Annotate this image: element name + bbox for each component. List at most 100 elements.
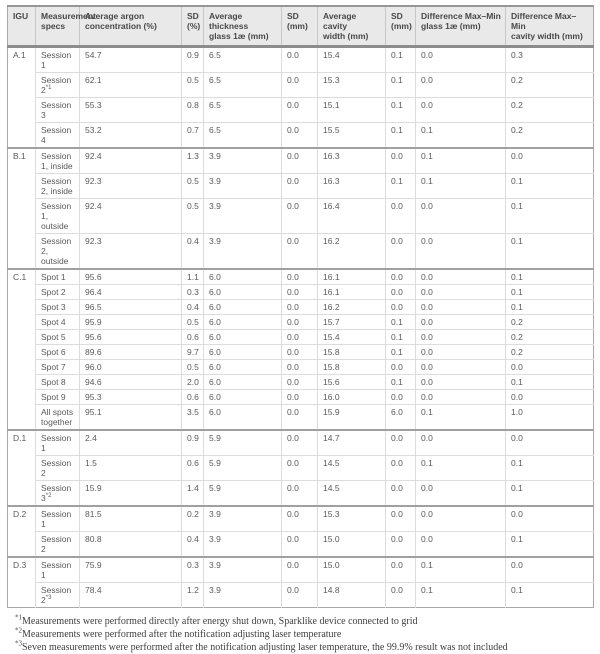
value-cell: 0.0 <box>415 344 506 360</box>
value-cell: 14.5 <box>317 455 386 481</box>
measurement-spec-cell: Spot 4 <box>35 314 80 330</box>
value-cell: 6.5 <box>203 46 282 73</box>
table-row: A.1 Session 1 54.7 0.9 6.5 0.0 15.4 0.1 0.0 0.3 <box>7 46 594 148</box>
footnote-text: Measurements were performed after the no… <box>22 629 342 640</box>
table-row: Session 3 55.3 0.8 6.5 0.0 15.1 0.1 0.0 0.2 <box>7 97 594 123</box>
column-header: Average thickness glass 1æ (mm) <box>203 6 282 48</box>
value-cell: 0.0 <box>385 359 416 375</box>
value-cell: 0.1 <box>385 374 416 390</box>
column-header: SD (mm) <box>281 6 318 48</box>
value-cell: 0.1 <box>511 534 523 544</box>
value-cell: 3.9 <box>203 148 282 174</box>
value-cell: 0.1 <box>511 302 523 312</box>
value-cell: 1.4 <box>181 480 204 506</box>
measurement-spec-label: Session 1, inside <box>41 151 73 171</box>
header-row: IGU Measurement specs Average argon concen… <box>7 6 594 48</box>
value-cell: 0.0 <box>415 46 506 73</box>
value-cell: 0.7 <box>181 122 204 148</box>
measurement-spec-label: Session 1 <box>41 509 72 529</box>
value-cell: 15.8 <box>317 344 386 360</box>
value-cell: 95.3 <box>79 389 182 405</box>
value-cell: 0.0 <box>281 557 318 583</box>
footnote-marker: *3 <box>45 595 52 602</box>
value-cell: 0.0 <box>385 148 416 174</box>
measurement-spec-cell: Spot 1 <box>35 269 80 285</box>
measurement-spec-label: Session 1, outside <box>41 201 72 231</box>
table-row: All spots together 95.1 3.5 6.0 0.0 15.9 6.0 0.… <box>7 404 594 430</box>
value-cell: 0.2 <box>511 347 523 357</box>
footnote-marker: *1 <box>15 613 22 622</box>
value-cell: 15.0 <box>317 531 386 557</box>
footnotes: *1Measurements were performed directly a… <box>7 608 593 654</box>
value-cell: 9.7 <box>181 344 204 360</box>
column-header: IGU <box>7 6 36 48</box>
measurement-spec-label: Session 3 <box>41 100 72 120</box>
value-cell: 6.0 <box>203 329 282 345</box>
value-cell: 92.3 <box>79 233 182 269</box>
value-cell: 6.0 <box>203 404 282 430</box>
measurement-spec-label: Session 1 <box>41 50 72 70</box>
table-row: B.1 Session 1, inside 92.4 1.3 3.9 0.0 16.3 0.0… <box>7 148 594 269</box>
value-cell: 0.1 <box>511 458 523 468</box>
measurement-spec-cell: Spot 3 <box>35 299 80 315</box>
value-cell: 0.0 <box>281 329 318 345</box>
value-cell: 0.0 <box>415 480 506 506</box>
footnote-line: *3Seven measurements were performed afte… <box>15 640 585 654</box>
measurement-spec-cell: Session 2*1 <box>35 72 80 98</box>
measurement-spec-cell: Session 3 <box>35 97 80 123</box>
value-cell: 0.1 <box>385 173 416 199</box>
value-cell: 6.0 <box>203 374 282 390</box>
value-cell: 0.0 <box>415 329 506 345</box>
value-cell: 0.1 <box>511 483 523 493</box>
value-cell: 15.8 <box>317 359 386 375</box>
value-cell: 0.0 <box>385 531 416 557</box>
value-cell: 0.4 <box>181 299 204 315</box>
value-cell: 2.4 <box>79 430 182 456</box>
value-cell: 0.0 <box>385 506 416 532</box>
table-row: Spot 8 94.6 2.0 6.0 0.0 15.6 0.1 0.0 0.1 <box>7 374 594 390</box>
value-cell: 15.0 <box>317 557 386 583</box>
column-header: SD (mm) <box>385 6 416 48</box>
value-cell: 94.6 <box>79 374 182 390</box>
value-cell: 0.1 <box>385 72 416 98</box>
value-cell: 0.0 <box>385 284 416 300</box>
value-cell: 0.5 <box>181 173 204 199</box>
table-row: C.1 Spot 1 95.6 1.1 6.0 0.0 16.1 0.0 0.0 0.1 <box>7 269 594 430</box>
value-cell: 3.9 <box>203 557 282 583</box>
value-cell: 0.1 <box>385 344 416 360</box>
igu-group-label: D.3 <box>7 557 36 608</box>
value-cell: 16.1 <box>317 284 386 300</box>
table-row: Spot 4 95.9 0.5 6.0 0.0 15.7 0.1 0.0 0.2 <box>7 314 594 330</box>
value-cell: 92.4 <box>79 148 182 174</box>
value-cell: 0.1 <box>385 122 416 148</box>
value-cell: 1.5 <box>79 455 182 481</box>
value-cell: 0.5 <box>181 72 204 98</box>
value-cell: 55.3 <box>79 97 182 123</box>
value-cell: 1.0 <box>511 407 523 417</box>
table-row: Session 2, outside 92.3 0.4 3.9 0.0 16.2 0.0 0.… <box>7 233 594 269</box>
footnote-text: Seven measurements were performed after … <box>22 642 508 653</box>
value-cell: 0.0 <box>415 299 506 315</box>
value-cell: 0.0 <box>415 72 506 98</box>
table-row: D.2 Session 1 81.5 0.2 3.9 0.0 15.3 0.0 0.0 0.0 <box>7 506 594 557</box>
value-cell: 1.2 <box>181 582 204 608</box>
measurement-spec-cell: Session 1 <box>35 46 80 73</box>
value-cell: 0.0 <box>415 233 506 269</box>
measurement-spec-cell: Session 2, inside <box>35 173 80 199</box>
value-cell: 95.1 <box>79 404 182 430</box>
value-cell: 0.0 <box>385 299 416 315</box>
measurement-spec-label: Session 1 <box>41 433 72 453</box>
value-cell: 15.9 <box>317 404 386 430</box>
measurement-spec-label: Session 2 <box>41 75 72 95</box>
value-cell: 0.0 <box>385 430 416 456</box>
value-cell: 6.0 <box>203 314 282 330</box>
value-cell: 15.9 <box>79 480 182 506</box>
value-cell: 16.2 <box>317 299 386 315</box>
value-cell: 15.3 <box>317 506 386 532</box>
measurement-spec-cell: Session 3*2 <box>35 480 80 506</box>
igu-group-label: B.1 <box>7 148 36 269</box>
value-cell: 0.1 <box>415 404 506 430</box>
value-cell: 0.0 <box>385 480 416 506</box>
value-cell: 81.5 <box>79 506 182 532</box>
